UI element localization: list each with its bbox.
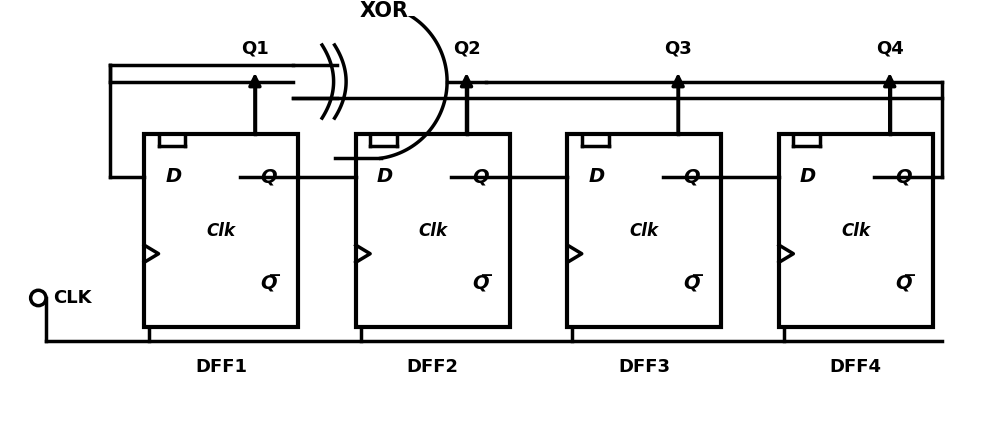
- Text: Q̅: Q̅: [260, 275, 277, 294]
- Text: Q: Q: [472, 167, 488, 186]
- Text: Q4: Q4: [876, 39, 904, 58]
- Text: Q̅: Q̅: [895, 275, 912, 294]
- Text: Q2: Q2: [453, 39, 480, 58]
- Bar: [779, 135, 933, 327]
- Text: Q̅: Q̅: [472, 275, 488, 294]
- Text: Clk: Clk: [630, 222, 659, 240]
- Bar: [144, 135, 298, 327]
- Text: Clk: Clk: [841, 222, 870, 240]
- Text: CLK: CLK: [53, 289, 91, 307]
- Text: DFF2: DFF2: [407, 357, 459, 376]
- Text: DFF3: DFF3: [618, 357, 670, 376]
- Text: DFF1: DFF1: [195, 357, 247, 376]
- Bar: [356, 135, 510, 327]
- Text: D: D: [377, 167, 393, 186]
- Text: Clk: Clk: [207, 222, 236, 240]
- Text: Q1: Q1: [241, 39, 269, 58]
- Text: Q: Q: [895, 167, 912, 186]
- Text: D: D: [800, 167, 816, 186]
- Bar: [567, 135, 721, 327]
- Text: XOR: XOR: [360, 1, 409, 21]
- Text: D: D: [165, 167, 182, 186]
- Text: DFF4: DFF4: [830, 357, 882, 376]
- Text: Q3: Q3: [664, 39, 692, 58]
- Text: D: D: [588, 167, 605, 186]
- Text: Q: Q: [260, 167, 277, 186]
- Text: Clk: Clk: [418, 222, 447, 240]
- Text: Q: Q: [683, 167, 700, 186]
- Text: Q̅: Q̅: [683, 275, 700, 294]
